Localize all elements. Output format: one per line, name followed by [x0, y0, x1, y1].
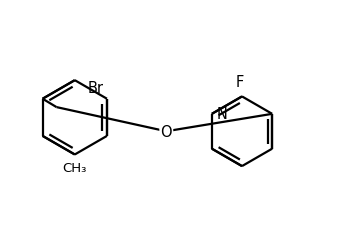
Text: O: O	[160, 124, 172, 139]
Text: F: F	[236, 75, 244, 90]
Text: N: N	[217, 107, 227, 122]
Text: CH₃: CH₃	[63, 161, 87, 174]
Text: Br: Br	[87, 81, 103, 96]
